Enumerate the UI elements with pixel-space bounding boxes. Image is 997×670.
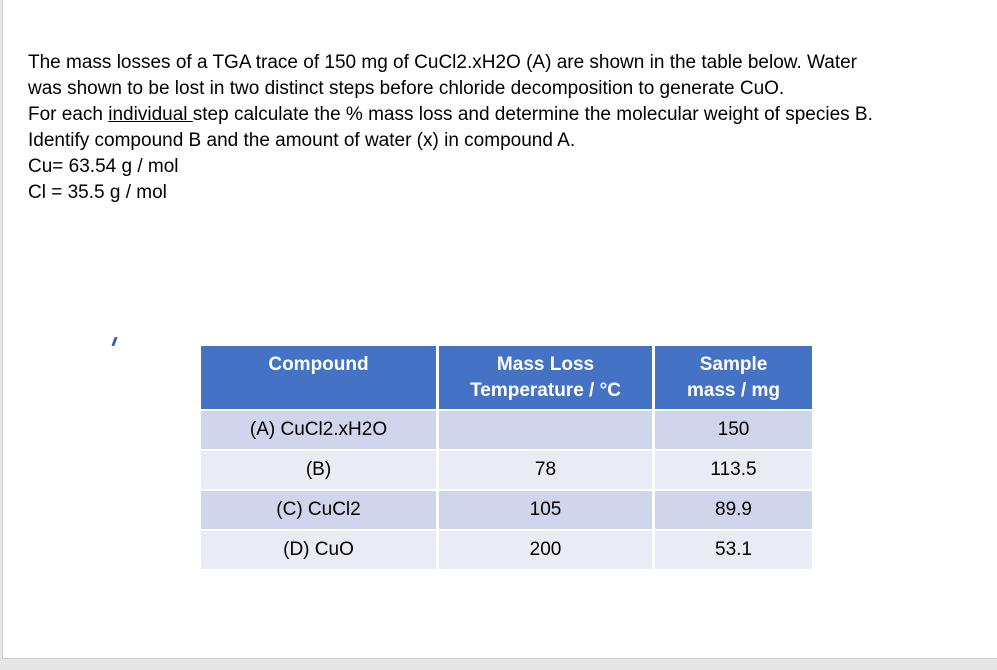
cell-temperature: 78 bbox=[439, 451, 652, 489]
cell-compound: (C) CuCl2 bbox=[201, 491, 436, 529]
tga-data-table: Compound Mass Loss Temperature / °C Samp… bbox=[198, 344, 815, 571]
cell-temperature: 200 bbox=[439, 531, 652, 569]
cell-mass: 53.1 bbox=[655, 531, 812, 569]
cell-compound: (B) bbox=[201, 451, 436, 489]
header-compound: Compound bbox=[201, 346, 436, 409]
cell-temperature bbox=[439, 411, 652, 449]
header-mass-loss-temperature: Mass Loss Temperature / °C bbox=[439, 346, 652, 409]
question-line-2: was shown to be lost in two distinct ste… bbox=[28, 78, 785, 99]
chlorine-molar-mass: Cl = 35.5 g / mol bbox=[28, 182, 167, 203]
question-text: The mass losses of a TGA trace of 150 mg… bbox=[28, 50, 988, 206]
question-line-4: Identify compound B and the amount of wa… bbox=[28, 130, 576, 151]
question-line-3-start: For each bbox=[28, 104, 109, 125]
cell-temperature: 105 bbox=[439, 491, 652, 529]
header-sample-mass: Sample mass / mg bbox=[655, 346, 812, 409]
table-row: (B) 78 113.5 bbox=[201, 451, 812, 489]
question-line-1: The mass losses of a TGA trace of 150 mg… bbox=[28, 52, 857, 73]
table-row: (A) CuCl2.xH2O 150 bbox=[201, 411, 812, 449]
table-row: (C) CuCl2 105 89.9 bbox=[201, 491, 812, 529]
table-row: (D) CuO 200 53.1 bbox=[201, 531, 812, 569]
cell-mass: 89.9 bbox=[655, 491, 812, 529]
underlined-word-individual: individual bbox=[108, 104, 193, 125]
cell-compound: (A) CuCl2.xH2O bbox=[201, 411, 436, 449]
question-line-3: For each individual step calculate the %… bbox=[28, 102, 988, 128]
cell-compound: (D) CuO bbox=[201, 531, 436, 569]
copper-molar-mass: Cu= 63.54 g / mol bbox=[28, 156, 179, 177]
cell-mass: 150 bbox=[655, 411, 812, 449]
cell-mass: 113.5 bbox=[655, 451, 812, 489]
stray-ink-mark bbox=[111, 337, 118, 346]
question-line-3-end: step calculate the % mass loss and deter… bbox=[192, 104, 873, 125]
table-header-row: Compound Mass Loss Temperature / °C Samp… bbox=[201, 346, 812, 409]
